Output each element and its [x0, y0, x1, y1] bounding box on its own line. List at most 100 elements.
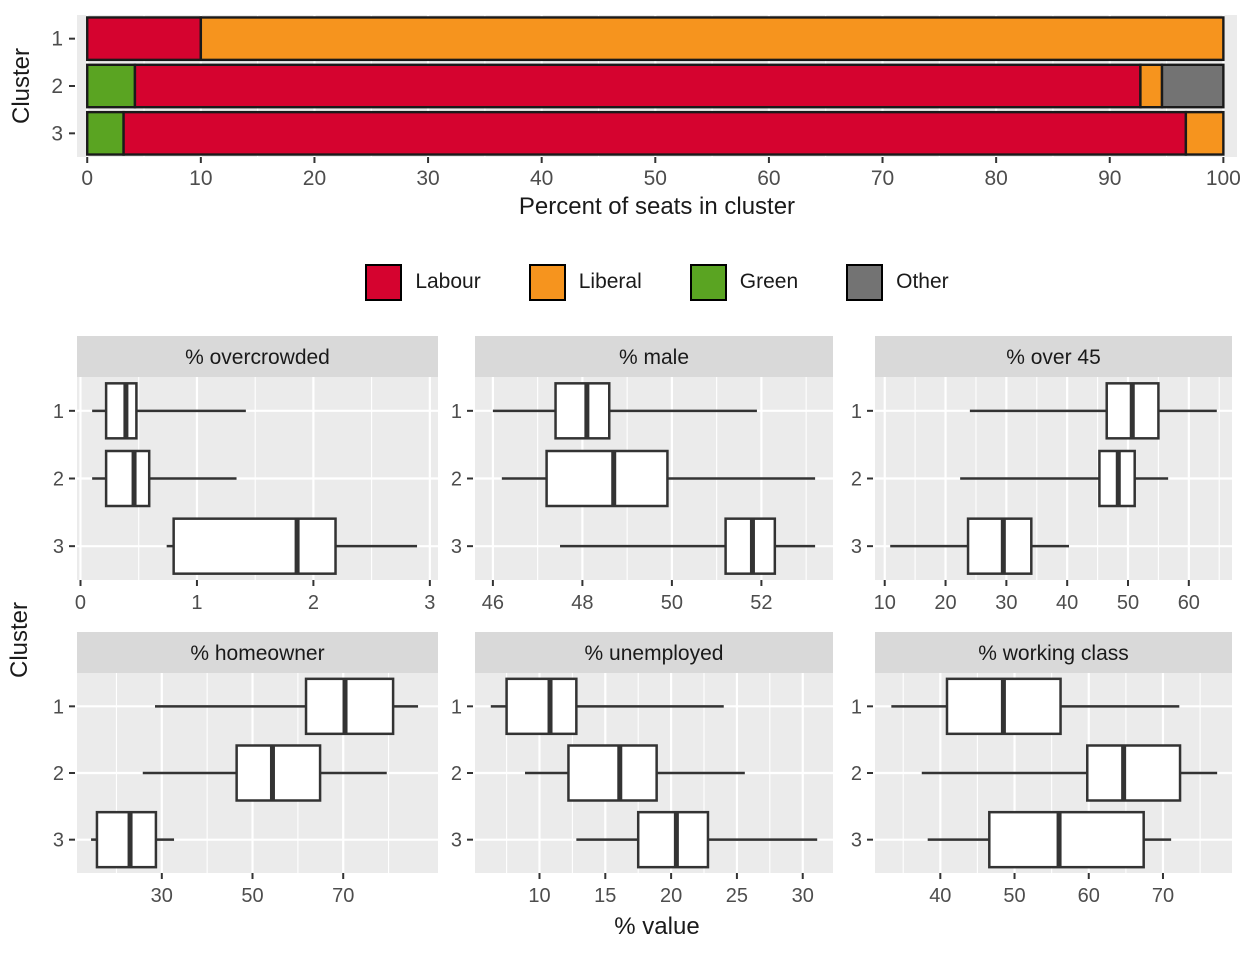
bar-segment-labour [86, 16, 203, 62]
bar-x-tick-label: 70 [871, 167, 894, 190]
panel-x-tick-label: 2 [308, 592, 319, 614]
legend-item-labour: Labour [365, 263, 481, 301]
facet-strip-title: % male [619, 346, 689, 369]
bar-y-tick-label: 3 [51, 122, 63, 145]
panel-x-tick-label: 50 [1117, 592, 1139, 614]
box-cluster-3 [172, 517, 337, 575]
panel-x-tick-label: 50 [241, 885, 263, 907]
facet-strip-title: % unemployed [585, 642, 724, 665]
box-cluster-2 [545, 449, 669, 508]
panel-x-tick-label: 20 [934, 592, 956, 614]
panel-y-tick-label: 2 [53, 469, 64, 491]
panel-x-tick-label: 15 [594, 885, 616, 907]
panel-x-tick-label: 50 [661, 592, 683, 614]
panel-x-tick-label: 48 [571, 592, 593, 614]
panel-x-tick-label: 1 [191, 592, 202, 614]
legend-item-other: Other [846, 263, 949, 301]
legend-label: Labour [415, 270, 481, 293]
panel-y-tick-label: 1 [53, 696, 64, 718]
panel-y-tick-label: 1 [451, 696, 462, 718]
box-cluster-2 [1086, 744, 1182, 802]
panel-y-tick-label: 1 [851, 696, 862, 718]
bar-x-tick-label: 30 [416, 167, 439, 190]
legend-swatch-other [846, 263, 884, 301]
boxplot-x-axis-title: % value [614, 913, 700, 940]
panel-x-tick-label: 46 [482, 592, 504, 614]
panel-x-tick-label: 70 [1152, 885, 1174, 907]
panel-x-tick-label: 70 [332, 885, 354, 907]
facet-strip-title: % over 45 [1006, 346, 1101, 369]
panel-y-tick-label: 1 [851, 401, 862, 423]
facet-strip-title: % working class [978, 642, 1129, 665]
panel-x-tick-label: 10 [528, 885, 550, 907]
legend-item-liberal: Liberal [528, 263, 642, 301]
legend-label: Liberal [578, 270, 642, 293]
bar-x-axis-title: Percent of seats in cluster [518, 193, 796, 220]
facet-strip [875, 336, 1232, 377]
panel-x-tick-label: 30 [151, 885, 173, 907]
bar-segment-labour [133, 63, 1142, 109]
facet-strip [475, 336, 833, 377]
panel-x-tick-label: 30 [995, 592, 1017, 614]
bar-x-tick-label: 20 [303, 167, 326, 190]
facet-strip-title: % overcrowded [185, 346, 330, 369]
panel-y-tick-label: 2 [851, 763, 862, 785]
panel-y-tick-label: 3 [53, 536, 64, 558]
panel-y-tick-label: 1 [53, 401, 64, 423]
panel-y-tick-label: 3 [451, 536, 462, 558]
panel-x-tick-label: 3 [424, 592, 435, 614]
legend-swatch-liberal [528, 263, 566, 301]
box-cluster-1 [554, 382, 611, 440]
box-cluster-3 [988, 810, 1145, 869]
facet-strip [77, 632, 438, 673]
bar-x-tick-label: 40 [530, 167, 553, 190]
panel-x-tick-label: 30 [792, 885, 814, 907]
box-cluster-1 [304, 677, 395, 736]
bar-segment-other [1160, 63, 1225, 109]
bar-segment-green [86, 63, 137, 109]
legend-label: Other [896, 270, 949, 293]
panel-y-tick-label: 1 [451, 401, 462, 423]
panel-y-tick-label: 2 [451, 469, 462, 491]
legend-item-green: Green [689, 263, 798, 301]
panel-x-tick-label: 0 [75, 592, 86, 614]
facet-strip [875, 632, 1232, 673]
legend: Labour Liberal Green Other [77, 250, 1237, 314]
box-cluster-3 [95, 810, 158, 869]
bar-y-axis-title: Cluster [8, 47, 35, 125]
panel-x-tick-label: 40 [1056, 592, 1078, 614]
panel-y-tick-label: 3 [53, 830, 64, 852]
panel-x-tick-label: 60 [1178, 592, 1200, 614]
bar-segment-liberal [1184, 110, 1225, 156]
bar-x-tick-label: 50 [644, 167, 667, 190]
legend-swatch-green [689, 263, 727, 301]
bar-segment-liberal [199, 16, 1225, 62]
box-cluster-2 [235, 744, 322, 802]
bar-x-tick-label: 0 [81, 167, 93, 190]
bar-segment-green [86, 110, 125, 156]
panel-x-tick-label: 25 [726, 885, 748, 907]
boxplot-y-axis-title: Cluster [6, 601, 33, 679]
box-cluster-2 [104, 449, 151, 508]
bar-x-tick-label: 100 [1206, 167, 1241, 190]
panel-x-tick-label: 52 [750, 592, 772, 614]
bar-x-tick-label: 90 [1098, 167, 1121, 190]
panel-y-tick-label: 3 [851, 536, 862, 558]
facet-strip [77, 336, 438, 377]
panel-x-tick-label: 20 [660, 885, 682, 907]
bar-x-tick-label: 80 [984, 167, 1007, 190]
facet-strip [475, 632, 833, 673]
facet-strip-title: % homeowner [190, 642, 324, 665]
panel-x-tick-label: 60 [1078, 885, 1100, 907]
panel-x-tick-label: 40 [929, 885, 951, 907]
bar-y-tick-label: 1 [51, 28, 63, 51]
panel-x-tick-label: 10 [874, 592, 896, 614]
bar-segment-labour [122, 110, 1188, 156]
box-cluster-1 [505, 677, 578, 736]
box-cluster-3 [966, 517, 1033, 575]
panel-y-tick-label: 3 [851, 830, 862, 852]
box-cluster-1 [104, 382, 138, 440]
box-cluster-3 [636, 810, 710, 869]
